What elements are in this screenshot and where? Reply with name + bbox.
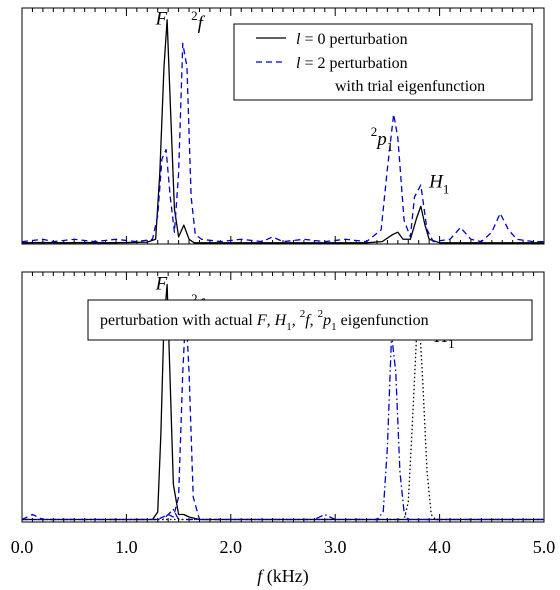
x-tick-label: 5.0 <box>533 537 556 557</box>
x-tick-label: 3.0 <box>324 537 347 557</box>
series-line-solid <box>21 19 544 244</box>
peak-label: 2p1 <box>371 124 394 154</box>
series-line-dashed <box>21 42 544 243</box>
series-line-dashed <box>21 308 544 521</box>
x-axis-label: f (kHz) <box>257 566 309 587</box>
top-panel-series <box>21 19 544 244</box>
peak-label: H1 <box>428 171 449 196</box>
series-line-dashdot <box>22 333 544 521</box>
x-tick-label: 4.0 <box>428 537 451 557</box>
bottom-legend-box <box>87 299 533 341</box>
peak-label: F <box>155 274 168 295</box>
bottom-legend-label: perturbation with actual F, H1, 2f, 2p1 … <box>100 308 429 333</box>
series-line-dotted <box>22 326 544 521</box>
peak-label: F <box>155 9 168 30</box>
top-legend: l = 0 perturbation l = 2 perturbation wi… <box>233 23 533 101</box>
x-tick-label: 0.0 <box>11 537 34 557</box>
x-tick-labels: 0.0 1.0 2.0 3.0 4.0 5.0 <box>11 537 556 557</box>
legend-label-l2: l = 2 perturbation <box>296 55 408 72</box>
peak-label: 2f <box>191 8 206 34</box>
top-panel-annotations: F 2f 2p1 H1 <box>155 8 450 196</box>
x-tick-label: 2.0 <box>220 537 243 557</box>
top-panel: F 2f 2p1 H1 l = 0 perturbation l = 2 pertur… <box>21 7 545 245</box>
x-tick-label: 1.0 <box>115 537 138 557</box>
legend-label-l0: l = 0 perturbation <box>296 31 408 48</box>
legend-label-l2-extra: with trial eigenfunction <box>335 78 485 95</box>
top-legend-box <box>233 23 533 101</box>
bottom-legend: perturbation with actual F, H1, 2f, 2p1 … <box>87 299 533 341</box>
